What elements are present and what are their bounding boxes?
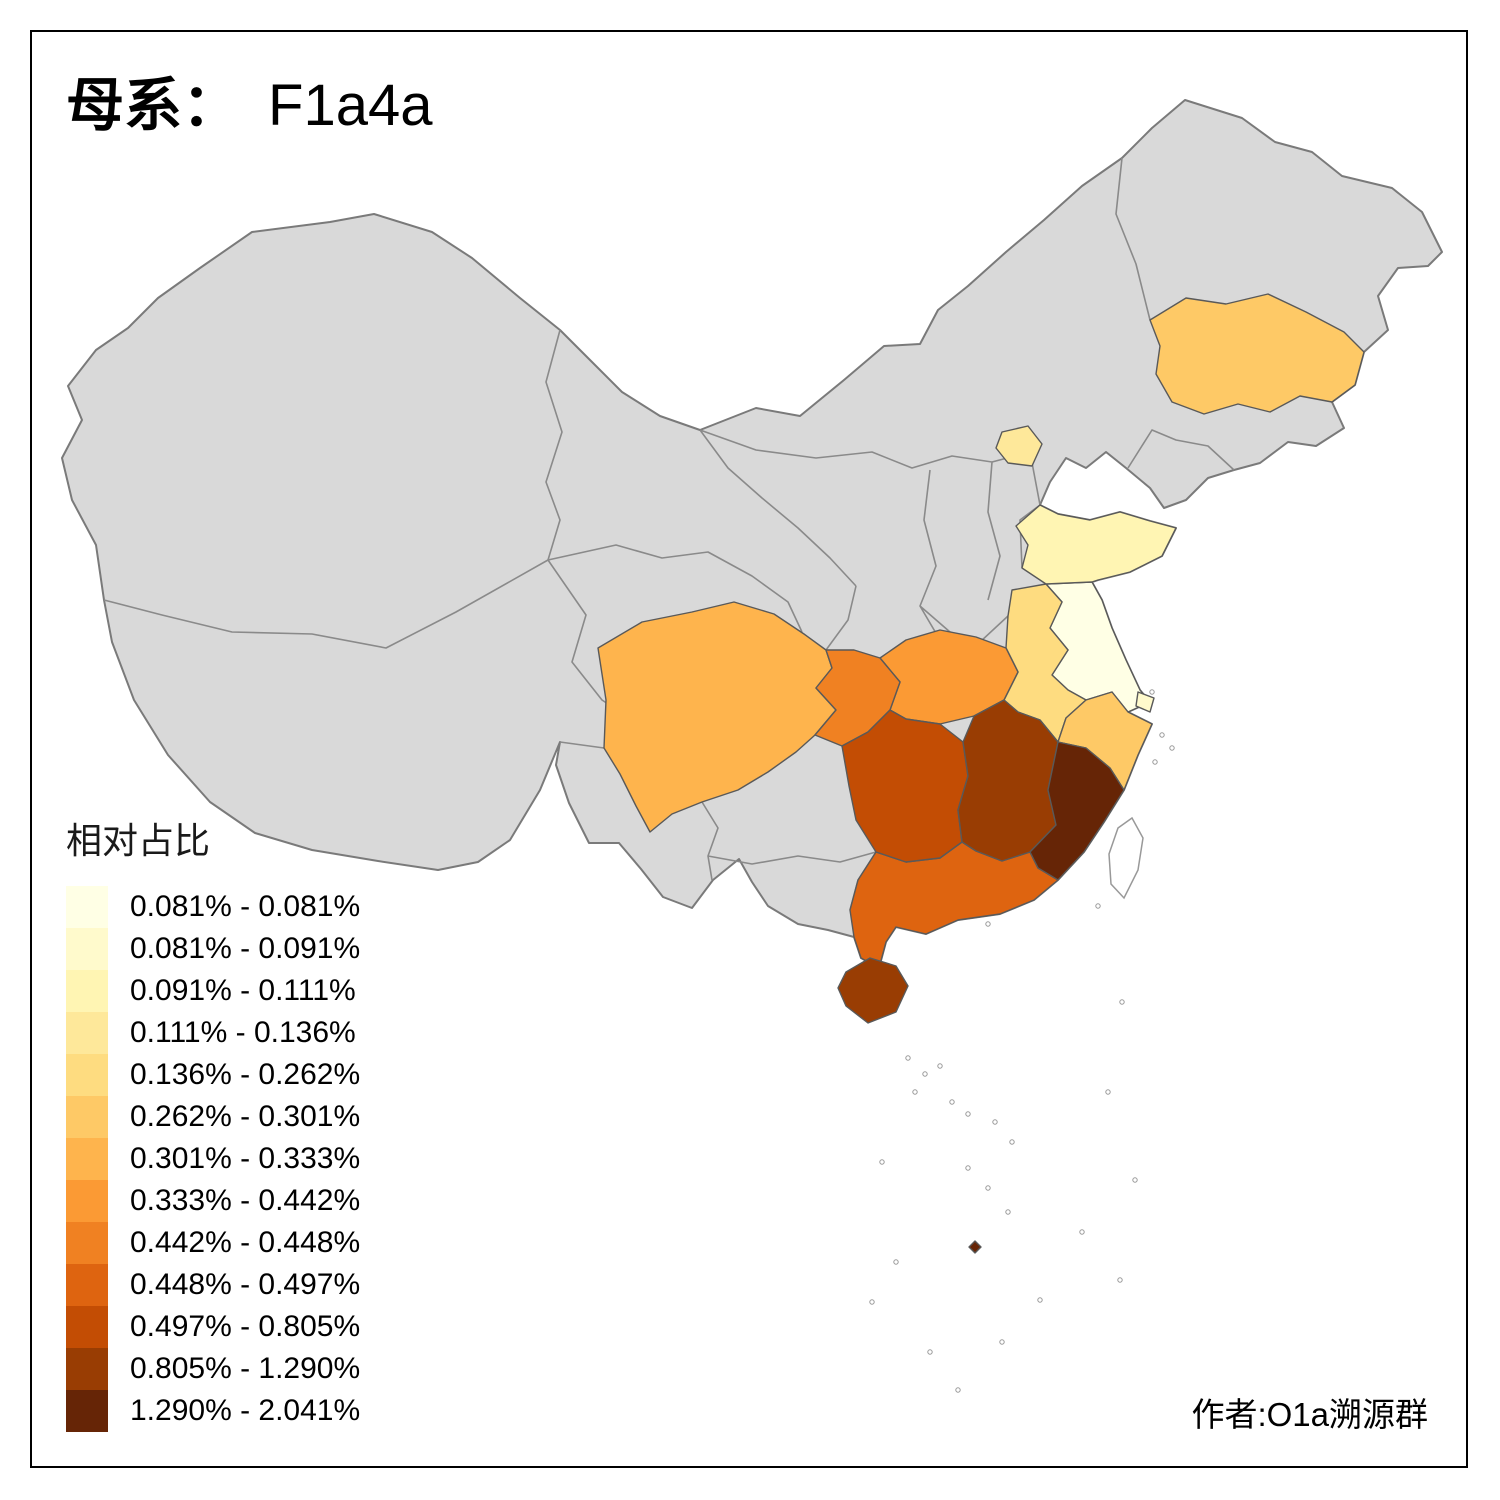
islet xyxy=(1095,903,1101,909)
legend-swatch xyxy=(66,1222,108,1264)
legend-label: 0.301% - 0.333% xyxy=(130,1142,361,1175)
islet xyxy=(1079,1229,1085,1235)
islet xyxy=(912,1089,918,1095)
islet xyxy=(922,1071,928,1077)
legend-swatch xyxy=(66,1390,108,1432)
legend-label: 0.136% - 0.262% xyxy=(130,1058,361,1091)
legend-item: 0.111% - 0.136% xyxy=(66,1012,360,1054)
islet xyxy=(965,1165,971,1171)
legend-swatch xyxy=(66,886,108,928)
province-nanhai-islands xyxy=(968,1240,982,1254)
legend-swatch xyxy=(66,1054,108,1096)
legend-item: 0.805% - 1.290% xyxy=(66,1348,360,1390)
legend-label: 0.081% - 0.081% xyxy=(130,890,361,923)
province-layer xyxy=(597,293,1365,1254)
legend-label: 0.448% - 0.497% xyxy=(130,1268,361,1301)
islet xyxy=(1132,1177,1138,1183)
islet xyxy=(965,1111,971,1117)
legend-item: 0.448% - 0.497% xyxy=(66,1264,360,1306)
legend-swatch xyxy=(66,1138,108,1180)
islet xyxy=(937,1063,943,1069)
legend-items: 0.081% - 0.081% 0.081% - 0.091% 0.091% - 0… xyxy=(66,886,360,1432)
title-prefix: 母系： xyxy=(66,73,241,138)
province-beijing xyxy=(995,425,1043,467)
legend-label: 0.442% - 0.448% xyxy=(130,1226,361,1259)
legend-swatch xyxy=(66,1348,108,1390)
legend-item: 0.081% - 0.081% xyxy=(66,886,360,928)
legend-swatch xyxy=(66,1012,108,1054)
legend-item: 1.290% - 2.041% xyxy=(66,1390,360,1432)
province-sichuan xyxy=(597,601,837,833)
islet xyxy=(1159,732,1165,738)
islet xyxy=(1037,1297,1043,1303)
islet xyxy=(1009,1139,1015,1145)
legend-item: 0.136% - 0.262% xyxy=(66,1054,360,1096)
islet xyxy=(1119,999,1125,1005)
image-border xyxy=(30,30,1468,1468)
province-fujian xyxy=(1029,741,1125,881)
legend-label: 0.333% - 0.442% xyxy=(130,1184,361,1217)
islet xyxy=(955,1387,961,1393)
legend-label: 0.081% - 0.091% xyxy=(130,932,361,965)
legend-title: 相对占比 xyxy=(66,821,211,861)
province-shandong xyxy=(1015,504,1177,585)
islet xyxy=(893,1259,899,1265)
islet xyxy=(985,1185,991,1191)
islet xyxy=(1105,1089,1111,1095)
islet xyxy=(1169,745,1175,751)
islet xyxy=(1149,689,1155,695)
legend-item: 0.301% - 0.333% xyxy=(66,1138,360,1180)
islet xyxy=(985,921,991,927)
islet xyxy=(999,1339,1005,1345)
legend-item: 0.262% - 0.301% xyxy=(66,1096,360,1138)
legend-swatch xyxy=(66,928,108,970)
legend-item: 0.442% - 0.448% xyxy=(66,1222,360,1264)
islet xyxy=(869,1299,875,1305)
legend-swatch xyxy=(66,1096,108,1138)
legend-item: 0.091% - 0.111% xyxy=(66,970,360,1012)
islet xyxy=(905,1055,911,1061)
legend: 相对占比 0.081% - 0.081% 0.081% - 0.091% 0.091… xyxy=(66,812,360,1432)
legend-swatch xyxy=(66,970,108,1012)
islet xyxy=(879,1159,885,1165)
legend-label: 0.091% - 0.111% xyxy=(130,974,356,1007)
islet xyxy=(1152,759,1158,765)
province-hainan xyxy=(837,957,909,1024)
legend-label: 0.805% - 1.290% xyxy=(130,1352,361,1385)
legend-item: 0.497% - 0.805% xyxy=(66,1306,360,1348)
islet xyxy=(1005,1209,1011,1215)
title-haplogroup: F1a4a xyxy=(268,73,433,138)
islet xyxy=(927,1349,933,1355)
legend-item: 0.081% - 0.091% xyxy=(66,928,360,970)
province-jilin xyxy=(1149,293,1365,415)
legend-swatch xyxy=(66,1264,108,1306)
legend-label: 0.497% - 0.805% xyxy=(130,1310,361,1343)
small-islands xyxy=(869,689,1175,1393)
legend-item: 0.333% - 0.442% xyxy=(66,1180,360,1222)
islet xyxy=(1117,1277,1123,1283)
islet xyxy=(992,1119,998,1125)
legend-swatch xyxy=(66,1180,108,1222)
province-shanghai xyxy=(1135,691,1155,713)
attribution: 作者:O1a溯源群 xyxy=(1191,1396,1428,1433)
islet xyxy=(949,1099,955,1105)
legend-label: 0.262% - 0.301% xyxy=(130,1100,361,1133)
legend-label: 1.290% - 2.041% xyxy=(130,1394,361,1427)
legend-swatch xyxy=(66,1306,108,1348)
province-taiwan xyxy=(1108,816,1144,900)
page-title: 母系： F1a4a xyxy=(66,58,432,142)
legend-label: 0.111% - 0.136% xyxy=(130,1016,356,1049)
